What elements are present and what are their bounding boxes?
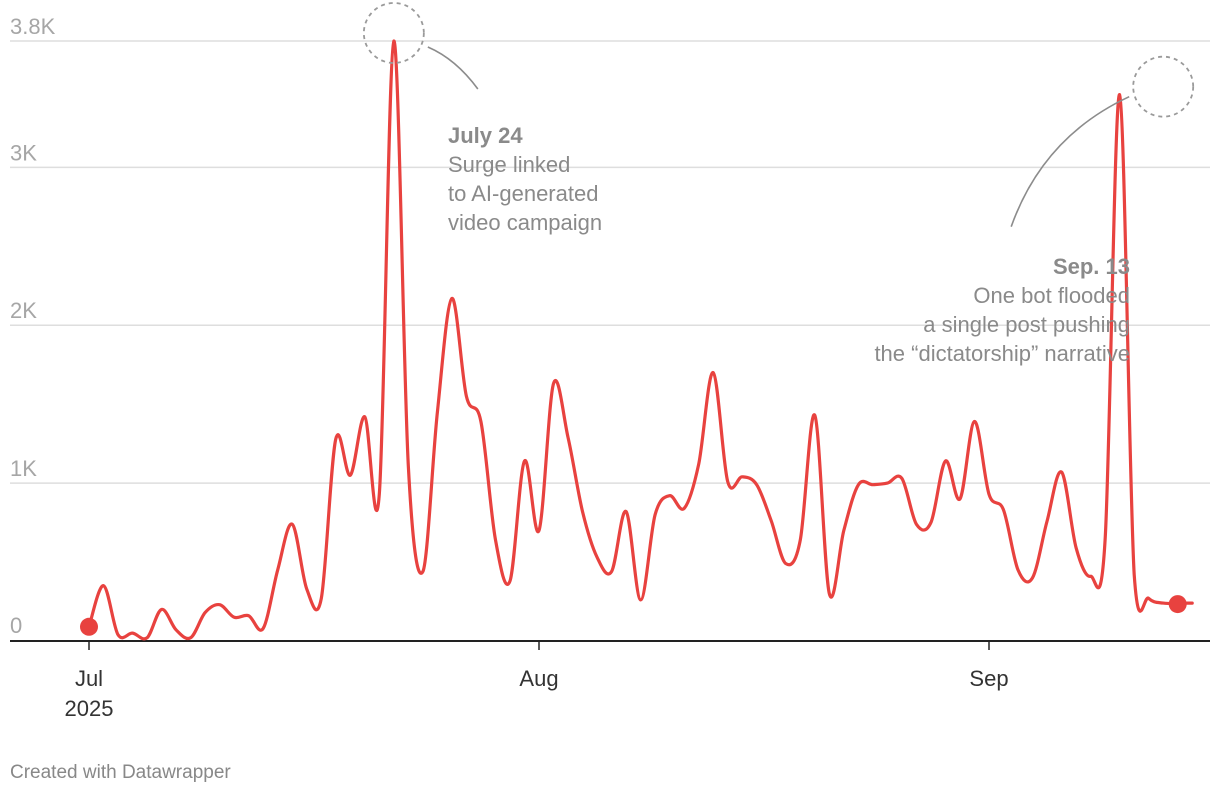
x-tick-label: Aug (519, 666, 558, 691)
x-tick-sublabel: 2025 (65, 696, 114, 721)
annotation-text-sep13: a single post pushing (923, 312, 1130, 337)
annotation-connector-sep13 (1010, 95, 1130, 227)
y-tick-label: 3K (10, 140, 37, 165)
x-tick-label: Sep (969, 666, 1008, 691)
gridlines (10, 40, 1210, 642)
x-tick-label: Jul (75, 666, 103, 691)
annotation-title-sep13: Sep. 13 (1053, 254, 1130, 279)
annotation-circle-sep13 (1132, 55, 1195, 118)
y-tick-label: 1K (10, 456, 37, 481)
annotation-connector-july24 (427, 46, 479, 90)
annotation-text-sep13: One bot flooded (973, 283, 1130, 308)
annotation-title-july24: July 24 (448, 123, 523, 148)
annotation-text-july24: to AI-generated (448, 181, 598, 206)
series-layer (80, 39, 1194, 641)
credit-text: Created with Datawrapper (10, 762, 231, 783)
annotations: July 24 Surge linked to AI-generated video … (362, 2, 1195, 366)
annotation-text-sep13: the “dictatorship” narrative (874, 341, 1130, 366)
y-axis-ticks: 0 1K 2K 3K 3.8K (10, 14, 56, 638)
series-line-posts (87, 39, 1194, 641)
line-chart: 0 1K 2K 3K 3.8K Jul 2025 Aug Sep July 24 Surge l… (10, 2, 1210, 721)
x-axis-ticks: Jul 2025 Aug Sep (65, 641, 1009, 721)
y-tick-label: 0 (10, 613, 22, 638)
series-end-dot (1168, 595, 1187, 614)
annotation-circle-july24 (362, 2, 425, 64)
y-tick-label: 2K (10, 298, 37, 323)
series-start-dot (80, 617, 98, 636)
y-tick-label: 3.8K (10, 14, 56, 39)
annotation-text-july24: Surge linked (448, 152, 570, 177)
annotation-text-july24: video campaign (448, 210, 602, 235)
